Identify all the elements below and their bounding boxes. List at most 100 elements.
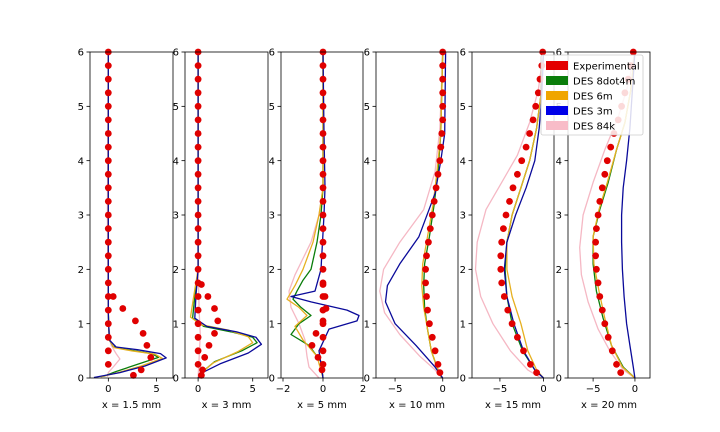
axes-frame: [89, 51, 174, 379]
experimental-point: [104, 252, 112, 260]
y-tick-label: 6: [269, 48, 275, 59]
x-axis-label: x = 15 mm: [485, 400, 541, 411]
experimental-point: [428, 333, 436, 341]
experimental-point: [104, 333, 112, 341]
experimental-point: [603, 157, 611, 165]
experimental-point: [601, 170, 609, 178]
experimental-point: [319, 265, 327, 273]
x-tick-label: 0: [632, 384, 638, 395]
y-tick-label: 4: [364, 156, 370, 167]
series-line-des-3m: [290, 51, 360, 379]
experimental-point: [423, 252, 430, 260]
experimental-point: [592, 238, 599, 246]
y-tick-label: 1: [364, 319, 370, 330]
series-line-des-6m: [189, 52, 254, 379]
experimental-point: [194, 265, 202, 273]
experimental-point: [424, 306, 431, 314]
series-line-des-8dot4m: [290, 52, 324, 379]
y-tick-label: 3: [460, 211, 466, 222]
y-tick-label: 6: [78, 48, 84, 59]
x-tick-label: 0: [540, 384, 546, 395]
y-tick-label: 2: [78, 265, 84, 276]
subplot-5: 0 1 2 3 4 5 6 −5 0 x = 15 mm: [460, 48, 555, 411]
experimental-point: [439, 75, 447, 83]
experimental-point: [308, 342, 316, 349]
experimental-point: [143, 342, 151, 349]
experimental-point: [104, 143, 112, 151]
legend-label: DES 8dot4m: [573, 77, 635, 88]
experimental-point: [139, 330, 147, 337]
y-tick-label: 5: [269, 102, 275, 113]
y-tick-label: 1: [78, 319, 84, 330]
experimental-point: [194, 116, 202, 124]
experimental-point: [425, 238, 432, 246]
x-tick-label: 0: [320, 384, 326, 395]
experimental-point: [593, 265, 600, 273]
experimental-point: [194, 89, 202, 97]
experimental-point: [104, 347, 112, 355]
legend-label: DES 6m: [573, 92, 613, 103]
legend-label: Experimental: [573, 62, 640, 73]
experimental-point: [593, 225, 600, 233]
experimental-point: [319, 102, 327, 110]
experimental-point: [194, 238, 202, 246]
y-tick-label: 0: [556, 374, 562, 385]
experimental-point: [596, 293, 604, 300]
experimental-point: [498, 238, 506, 246]
experimental-point: [104, 116, 112, 124]
y-tick-label: 4: [556, 156, 562, 167]
experimental-point: [319, 317, 327, 325]
legend-label: DES 3m: [573, 107, 613, 118]
x-axis-label: x = 10 mm: [389, 400, 445, 411]
experimental-point: [201, 354, 209, 361]
y-tick-label: 0: [364, 374, 370, 385]
series-line-des-8dot4m: [103, 52, 160, 378]
series-line-des-6m: [286, 52, 324, 379]
x-tick-label: −2: [276, 384, 291, 395]
experimental-point: [137, 366, 145, 374]
experimental-point: [194, 170, 202, 178]
experimental-point: [498, 279, 506, 287]
experimental-point: [526, 130, 533, 137]
y-tick-label: 6: [173, 48, 179, 59]
experimental-point: [422, 279, 429, 287]
experimental-point: [321, 293, 329, 300]
y-tick-label: 2: [460, 265, 466, 276]
experimental-point: [319, 89, 327, 97]
experimental-point: [211, 330, 218, 337]
x-tick-label: 5: [153, 384, 159, 395]
experimental-point: [594, 279, 602, 287]
legend-label: DES 84k: [573, 122, 615, 133]
experimental-point: [439, 102, 447, 110]
experimental-point: [119, 305, 127, 312]
experimental-point: [194, 333, 202, 341]
y-tick-label: 0: [460, 374, 466, 385]
y-tick-label: 4: [269, 156, 275, 167]
y-tick-label: 2: [556, 265, 562, 276]
experimental-point: [534, 89, 542, 97]
series-line-des-84k: [288, 52, 324, 379]
experimental-point: [104, 102, 112, 110]
subplot-2: 0 1 2 3 4 5 6 0 5 x = 3 mm: [173, 48, 269, 411]
experimental-point: [439, 116, 447, 124]
experimental-point: [617, 369, 625, 376]
experimental-point: [194, 75, 202, 83]
series-line-des-84k: [379, 51, 444, 379]
experimental-point: [500, 293, 508, 300]
experimental-point: [506, 198, 513, 205]
experimental-point: [426, 320, 433, 328]
experimental-point: [194, 320, 202, 328]
experimental-point: [319, 184, 327, 192]
y-tick-label: 3: [556, 211, 562, 222]
experimental-point: [430, 198, 438, 205]
experimental-point: [426, 225, 434, 233]
experimental-point: [194, 157, 202, 165]
experimental-point: [322, 305, 330, 312]
x-axis-label: x = 3 mm: [202, 400, 252, 411]
experimental-point: [319, 143, 327, 151]
experimental-point: [533, 369, 540, 376]
y-tick-label: 2: [269, 265, 275, 276]
experimental-point: [422, 265, 429, 273]
